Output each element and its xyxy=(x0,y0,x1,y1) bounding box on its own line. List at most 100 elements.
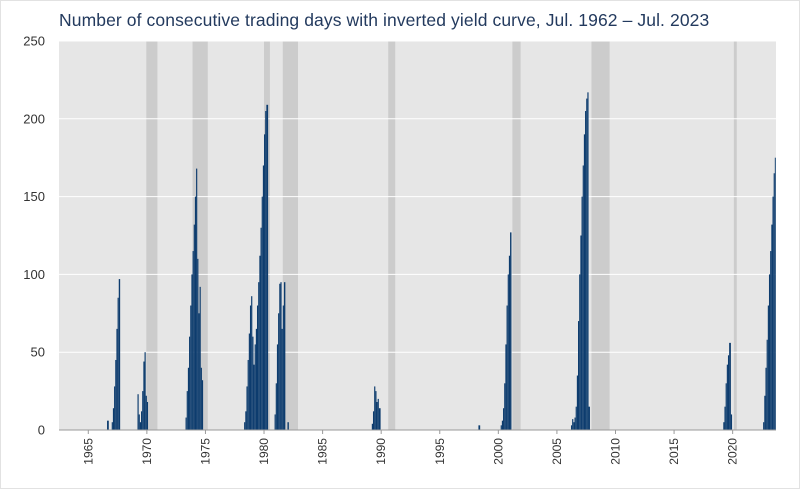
data-bar xyxy=(194,196,197,430)
data-bar xyxy=(141,411,143,430)
data-bar xyxy=(191,274,193,430)
data-bar xyxy=(261,196,263,430)
data-bar xyxy=(276,344,279,430)
data-bar xyxy=(201,380,204,430)
data-bar xyxy=(190,305,192,430)
data-bar xyxy=(245,411,247,430)
data-bar xyxy=(254,344,256,430)
data-bar xyxy=(143,361,145,430)
data-bar xyxy=(264,134,266,431)
data-bar xyxy=(730,414,733,430)
data-bar xyxy=(117,297,119,430)
data-bar xyxy=(145,395,147,430)
x-tick-label: 1995 xyxy=(433,438,447,465)
data-bar xyxy=(115,359,117,430)
y-tick-label: 0 xyxy=(38,423,45,438)
data-bar xyxy=(723,422,725,430)
data-bar xyxy=(573,422,575,430)
data-bar xyxy=(199,286,201,430)
data-bar xyxy=(374,386,376,430)
x-tick-label: 2020 xyxy=(726,438,740,465)
data-bar xyxy=(575,406,577,430)
recession-band xyxy=(733,41,737,430)
data-bar xyxy=(116,328,118,430)
data-bar xyxy=(186,391,188,430)
recession-band xyxy=(282,41,298,430)
data-bar xyxy=(724,406,726,430)
data-bar xyxy=(185,417,187,430)
data-bar xyxy=(585,111,587,431)
data-bar xyxy=(726,364,728,430)
data-bar xyxy=(198,313,200,430)
data-bar xyxy=(266,104,269,431)
data-bar xyxy=(278,313,280,430)
data-bar xyxy=(774,157,776,430)
data-bar xyxy=(765,367,767,430)
x-tick-label: 1990 xyxy=(374,438,388,465)
y-tick-label: 100 xyxy=(23,267,45,282)
x-tick-label: 2015 xyxy=(667,438,681,465)
chart-title: Number of consecutive trading days with … xyxy=(59,10,710,30)
data-bar xyxy=(579,274,581,430)
recession-band xyxy=(591,41,610,430)
data-bar xyxy=(248,333,250,430)
data-bar xyxy=(506,305,508,430)
x-tick-label: 2000 xyxy=(491,438,505,465)
data-bar xyxy=(187,367,190,430)
data-bar xyxy=(770,251,772,430)
data-bar xyxy=(588,406,590,430)
y-tick-label: 150 xyxy=(23,189,45,204)
data-bar xyxy=(118,279,121,430)
data-bar xyxy=(107,420,109,430)
data-bar xyxy=(253,364,255,430)
data-bar xyxy=(249,305,252,430)
data-bar xyxy=(138,414,140,430)
data-bar xyxy=(275,383,277,430)
data-bar xyxy=(375,391,377,430)
data-bar xyxy=(725,383,727,430)
data-bar xyxy=(189,336,191,430)
data-bar xyxy=(372,411,375,430)
data-bar xyxy=(274,414,276,430)
data-bar xyxy=(262,165,265,431)
data-bar xyxy=(260,227,262,430)
data-bar xyxy=(252,336,254,430)
data-bar xyxy=(142,391,144,430)
data-bar xyxy=(771,224,773,430)
data-bar xyxy=(587,92,589,431)
data-bar xyxy=(137,394,139,430)
data-bar xyxy=(510,232,512,430)
x-tick-label: 2005 xyxy=(550,438,564,465)
data-bar xyxy=(192,251,194,430)
data-bar xyxy=(574,417,576,430)
data-bar xyxy=(729,342,731,430)
x-tick-label: 1970 xyxy=(140,438,154,465)
data-bar xyxy=(146,401,149,430)
x-tick-label: 1965 xyxy=(81,438,95,465)
y-tick-label: 200 xyxy=(23,111,45,126)
data-bar xyxy=(200,367,202,430)
data-bar xyxy=(586,98,588,431)
plot-background xyxy=(59,41,776,430)
x-tick-label: 1975 xyxy=(198,438,212,465)
data-bar xyxy=(371,423,373,430)
data-bar xyxy=(139,422,142,430)
data-bar xyxy=(478,425,481,430)
data-bar xyxy=(576,375,579,430)
data-bar xyxy=(508,255,511,430)
x-tick-label: 1985 xyxy=(316,438,330,465)
data-bar xyxy=(244,422,246,430)
data-bar xyxy=(376,401,378,430)
data-bar xyxy=(764,395,766,430)
data-bar xyxy=(580,235,582,430)
recession-band xyxy=(388,41,396,430)
data-bar xyxy=(283,282,286,430)
data-bar xyxy=(377,398,379,430)
data-bar xyxy=(111,422,113,430)
recession-band xyxy=(146,41,158,430)
data-bar xyxy=(258,282,260,430)
data-bar xyxy=(768,274,771,430)
data-bar xyxy=(246,386,248,430)
data-bar xyxy=(582,165,584,431)
